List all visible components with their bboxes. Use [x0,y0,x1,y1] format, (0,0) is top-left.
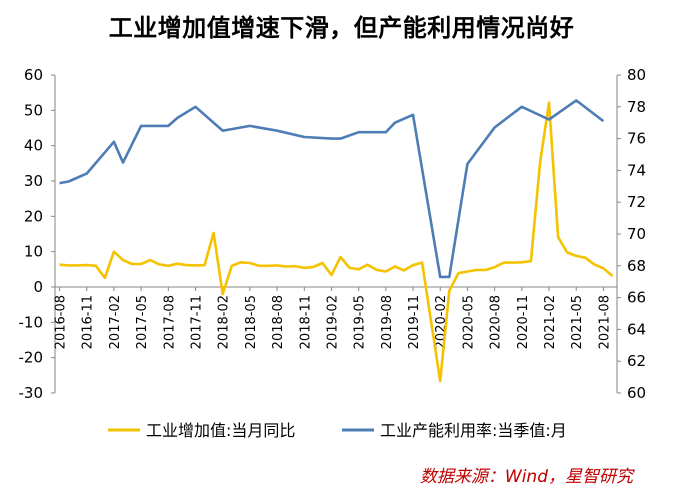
right-axis-tick-label: 60 [627,384,646,402]
right-axis-tick-label: 80 [627,66,646,84]
legend: 工业增加值:当月同比 工业产能利用率:当季值:月 [108,421,567,440]
right-axis-tick-label: 64 [627,320,646,338]
x-axis-tick-label: 2017-05 [135,295,150,349]
series-layer [59,99,614,383]
x-axis-tick-label: 2018-02 [217,295,232,349]
left-axis-tick-label: 50 [24,101,43,119]
x-axis-tick-label: 2020-08 [489,295,504,349]
x-axis-tick-label: 2017-11 [190,295,205,349]
right-axis-tick-label: 62 [627,352,646,370]
x-axis-tick-label: 2021-08 [597,295,612,349]
x-axis-tick-label: 2018-08 [271,295,286,349]
x-axis-tick-label: 2019-05 [353,295,368,349]
x-axis-tick-label: 2021-02 [543,295,558,349]
right-axis-tick-label: 74 [627,161,646,179]
x-axis-tick-label: 2018-11 [298,295,313,349]
legend-label-capacity-utilization: 工业产能利用率:当季值:月 [380,421,567,440]
right-axis-tick-label: 72 [627,193,646,211]
x-axis-tick-label: 2019-08 [380,295,395,349]
axes-layer: -30 -20 -10 0 10 20 30 40 50 60 60 62 64 66 68 70 72 74 76… [19,66,647,402]
right-axis-tick-label: 70 [627,225,646,243]
chart-title: 工业增加值增速下滑，但产能利用情况尚好 [108,14,575,42]
x-axis-tick-label: 2017-08 [162,295,177,349]
data-source-note: 数据来源：Wind，星智研究 [419,467,633,487]
x-axis-tick-label: 2019-11 [407,295,422,349]
x-axis-tick-label: 2021-05 [570,295,585,349]
series-line-capacity-utilization [59,99,605,279]
x-axis-tick-label: 2016-08 [54,295,69,349]
x-axis-tick-label: 2016-11 [81,295,96,349]
left-axis-tick-label: 30 [24,172,43,190]
left-axis-tick-label: -20 [19,349,44,367]
x-axis-tick-label: 2020-11 [516,295,531,349]
series-line-industrial-value-added [59,101,614,383]
x-axis-tick-label: 2018-05 [244,295,259,349]
right-axis-tick-label: 66 [627,289,646,307]
left-axis-tick-label: 10 [24,243,43,261]
legend-label-industrial-value-added: 工业增加值:当月同比 [146,421,295,440]
x-axis-tick-label: 2020-05 [461,295,476,349]
x-axis-tick-label: 2017-02 [108,295,123,349]
x-axis-tick-label: 2019-02 [325,295,340,349]
left-axis-tick-label: -30 [19,384,44,402]
right-axis-tick-label: 76 [627,130,646,148]
right-axis-tick-label: 78 [627,98,646,116]
left-axis-tick-label: 60 [24,66,43,84]
left-axis-tick-label: 20 [24,207,43,225]
left-axis-tick-label: -10 [19,313,44,331]
right-axis-tick-label: 68 [627,257,646,275]
left-axis-tick-label: 0 [33,278,43,296]
left-axis-tick-label: 40 [24,137,43,155]
